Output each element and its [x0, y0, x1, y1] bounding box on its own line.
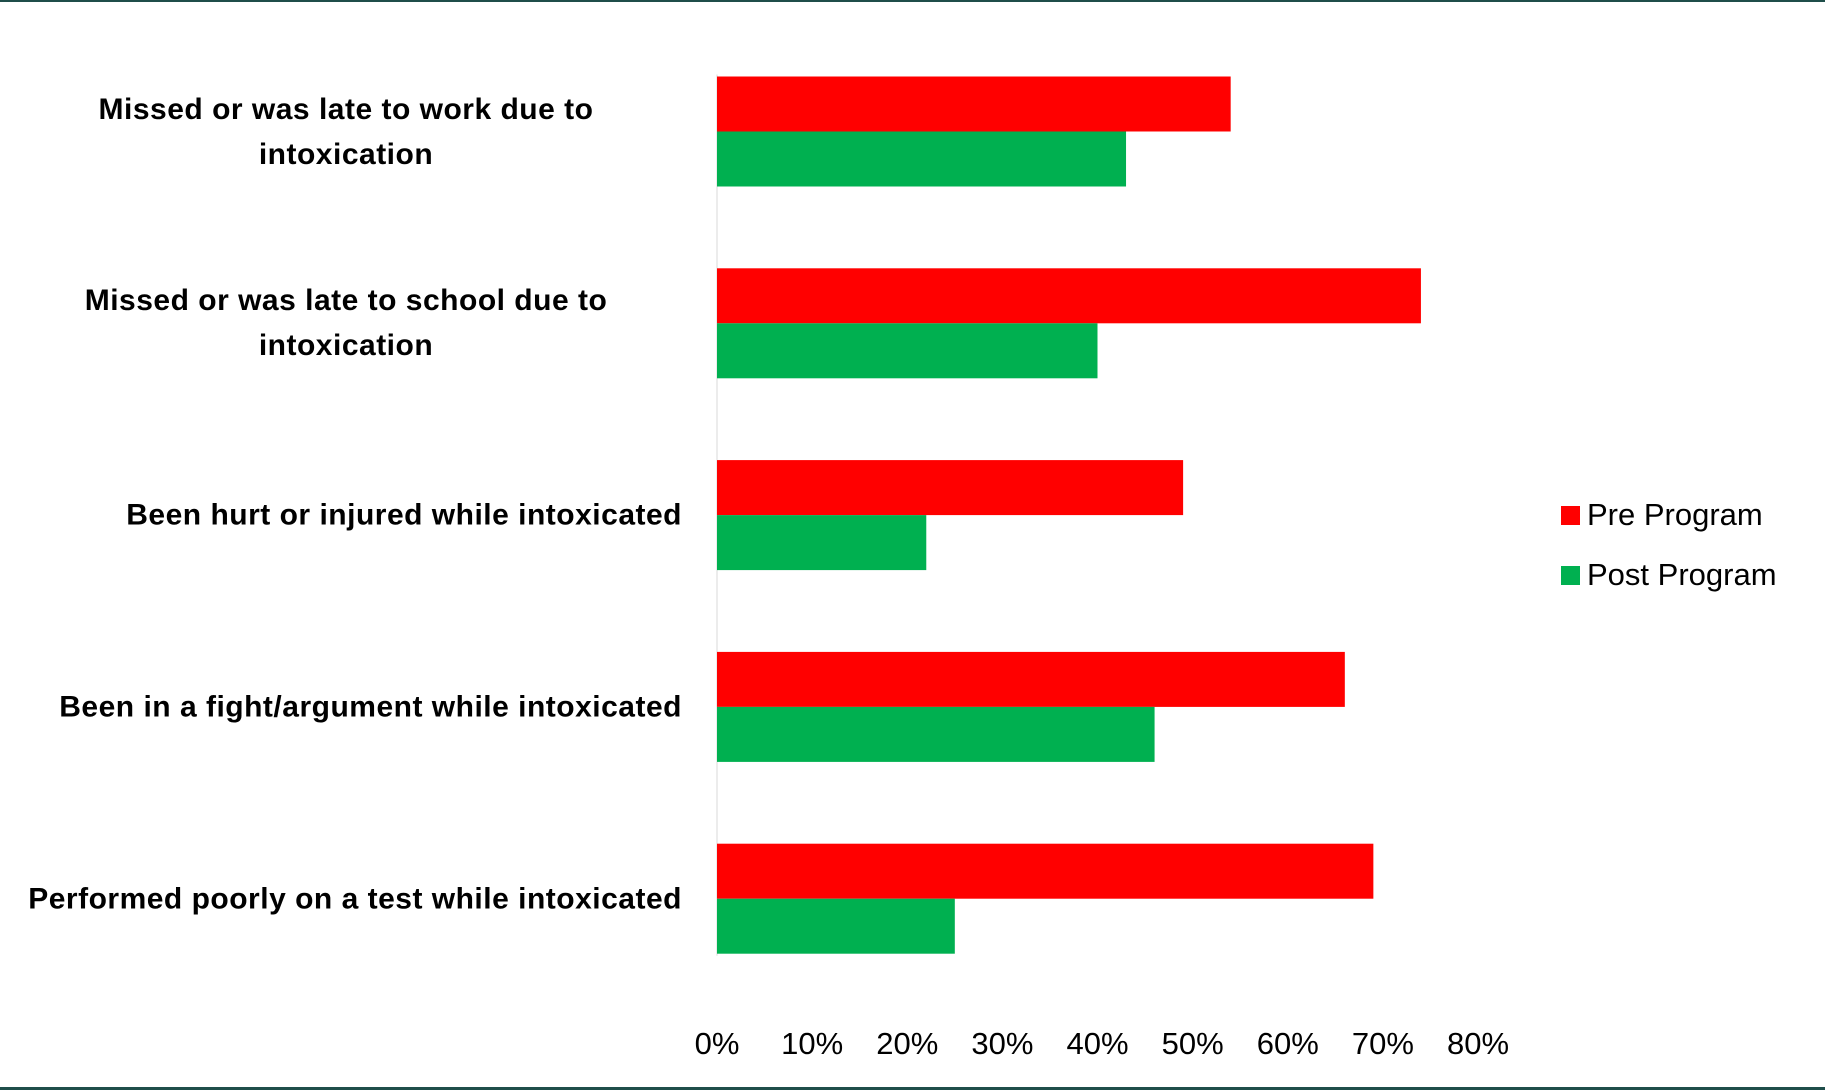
legend-swatch: [1561, 506, 1580, 525]
bar: [717, 268, 1421, 324]
y-tick-label: Performed poorly on a test while intoxic…: [28, 882, 682, 916]
category-label-box: Missed or was late to work due to intoxi…: [10, 87, 682, 177]
top-border: [0, 0, 1825, 2]
legend-swatch: [1561, 566, 1580, 585]
bar: [717, 323, 1098, 379]
category-label-box: Been hurt or injured while intoxicated: [10, 493, 682, 538]
x-tick-label: 50%: [1162, 1026, 1224, 1061]
x-tick-label: 0%: [695, 1026, 740, 1061]
y-tick-label: Been hurt or injured while intoxicated: [126, 498, 682, 532]
bar: [717, 843, 1374, 899]
bar: [717, 898, 955, 954]
y-tick-label: Missed or was late to school due to into…: [84, 284, 608, 363]
x-tick-label: 70%: [1352, 1026, 1414, 1061]
y-tick-label: Missed or was late to work due to intoxi…: [98, 92, 594, 171]
x-tick-label: 30%: [971, 1026, 1033, 1061]
bar: [717, 460, 1184, 516]
legend-label: Post Program: [1587, 557, 1777, 592]
bottom-border: [0, 1087, 1825, 1090]
x-tick-label: 20%: [876, 1026, 938, 1061]
x-tick-label: 10%: [781, 1026, 843, 1061]
x-tick-label: 80%: [1447, 1026, 1509, 1061]
y-tick-label: Been in a fight/argument while intoxicat…: [59, 690, 682, 724]
bar: [717, 706, 1155, 762]
category-label-box: Missed or was late to school due to into…: [10, 278, 682, 368]
legend-label: Pre Program: [1587, 497, 1763, 532]
x-tick-label: 40%: [1066, 1026, 1128, 1061]
bar: [717, 515, 927, 571]
category-label-box: Been in a fight/argument while intoxicat…: [10, 684, 682, 729]
bar: [717, 131, 1127, 187]
x-tick-label: 60%: [1257, 1026, 1319, 1061]
bar: [717, 651, 1345, 707]
bar: [717, 76, 1231, 132]
category-label-box: Performed poorly on a test while intoxic…: [10, 876, 682, 921]
